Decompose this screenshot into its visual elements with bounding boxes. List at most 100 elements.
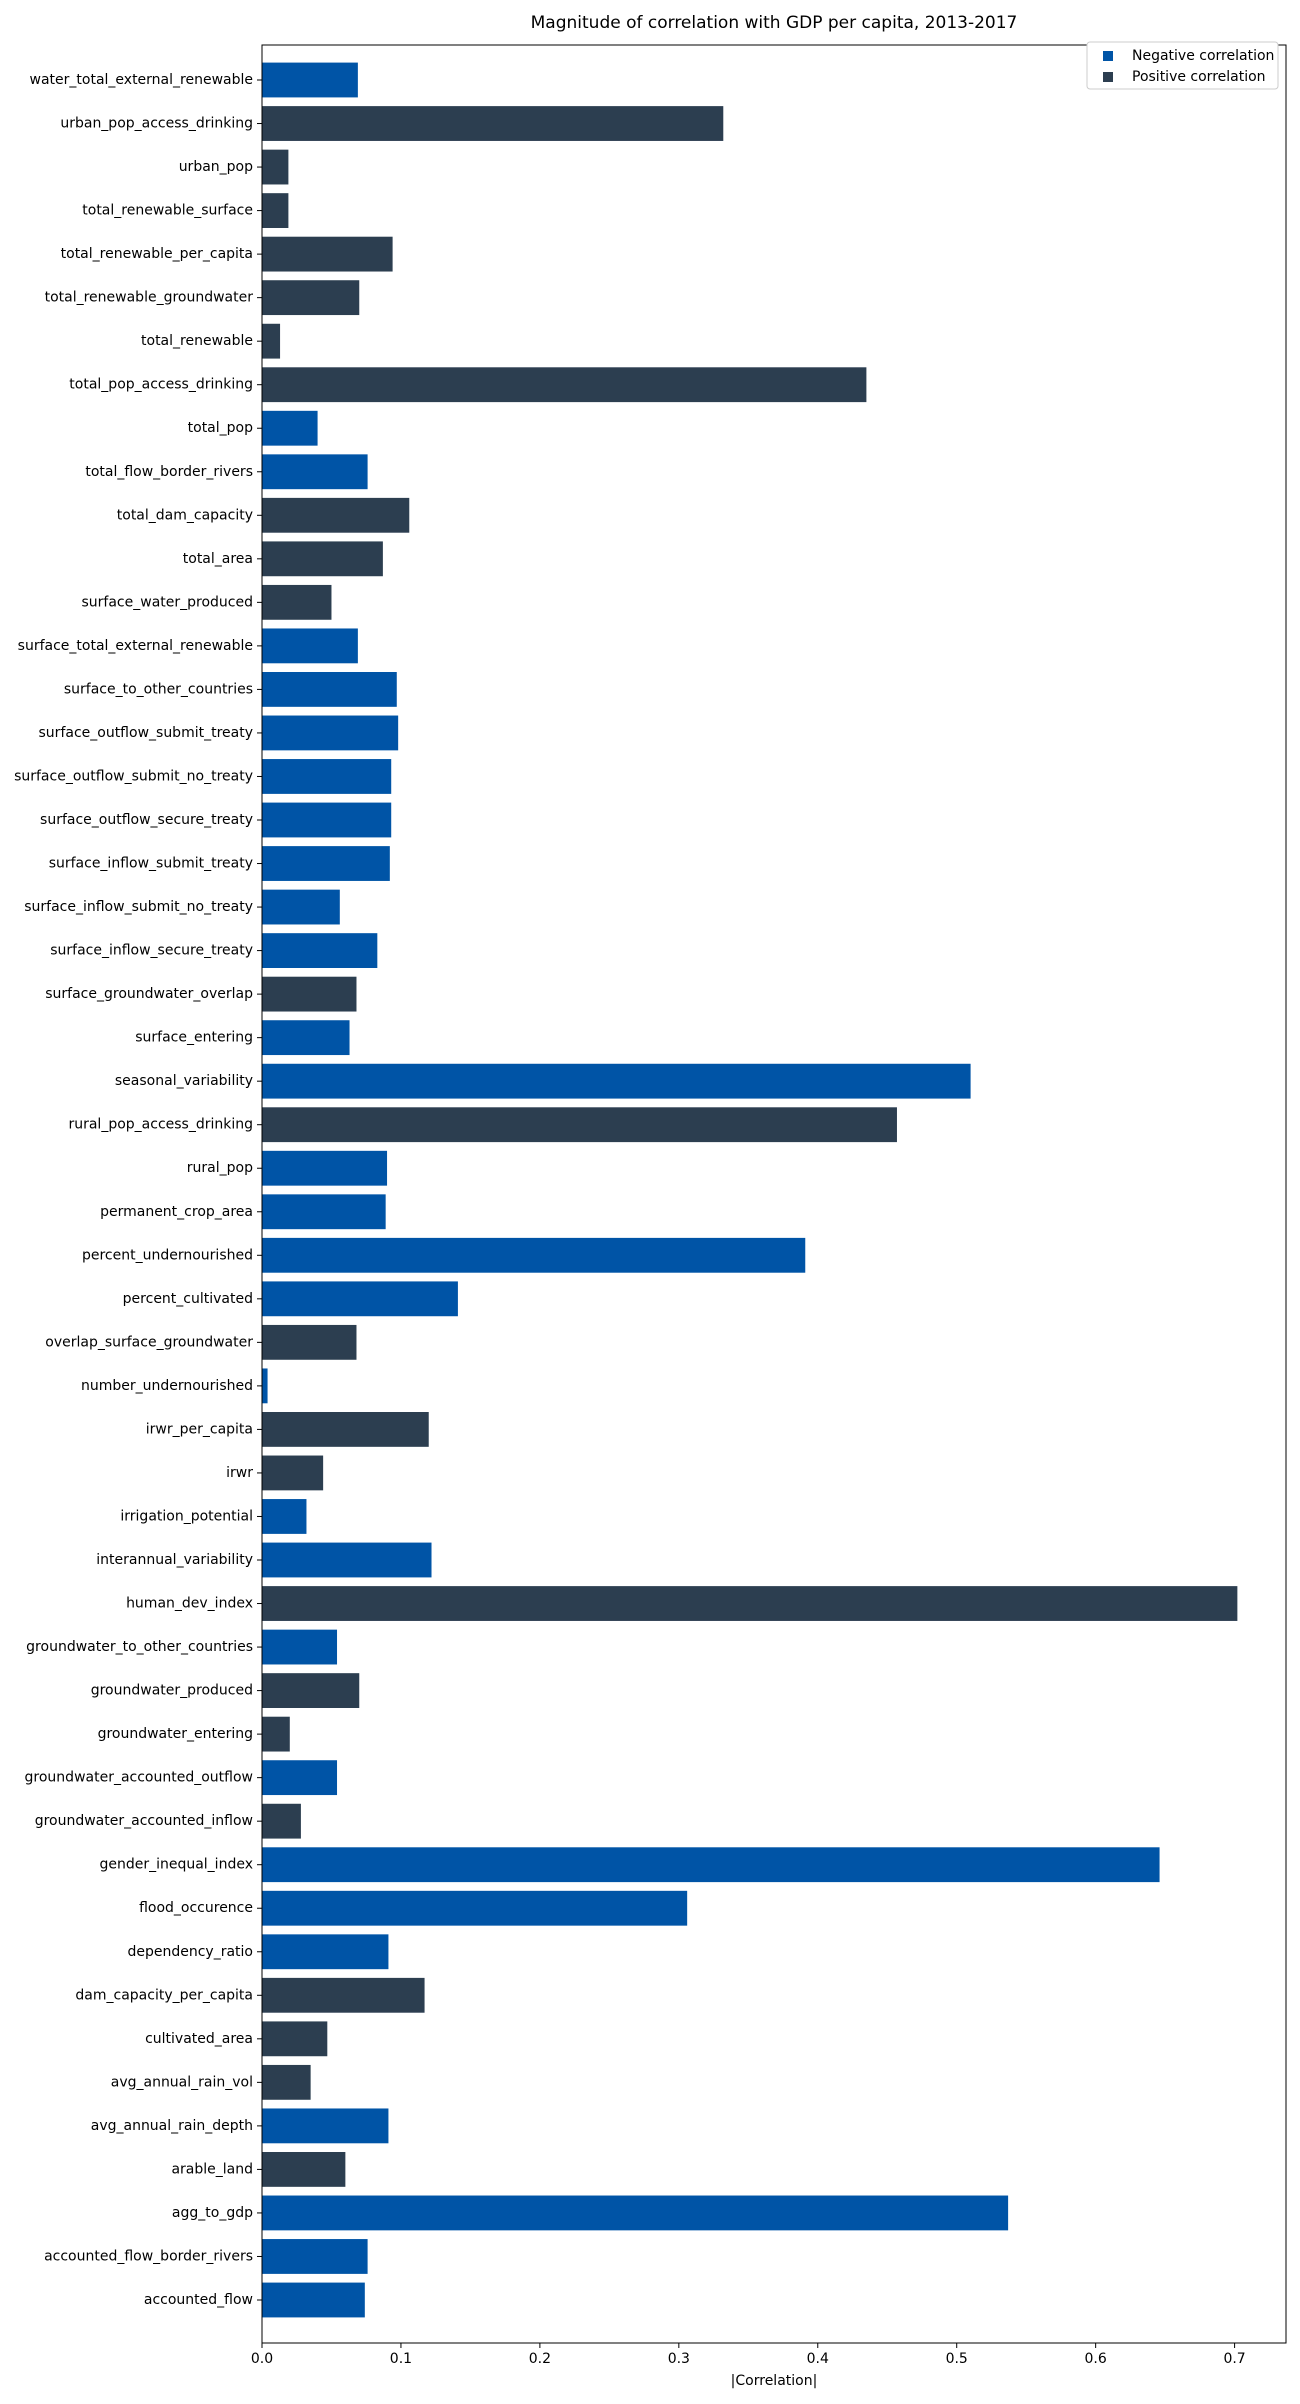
bar-flood_occurence [262,1890,688,1926]
y-tick-label: flood_occurence [139,1900,253,1916]
legend-label-positive: Positive correlation [1132,69,1266,85]
y-tick-label: number_undernourished [81,1378,253,1394]
bar-total_pop_access_drinking [262,367,867,403]
y-tick-label: groundwater_to_other_countries [26,1639,253,1655]
bar-surface_groundwater_overlap [262,976,357,1012]
bar-groundwater_accounted_outflow [262,1760,338,1796]
y-tick-label: total_renewable_surface [82,203,253,219]
x-tick-label: 0.2 [529,2351,551,2367]
bar-groundwater_accounted_inflow [262,1803,301,1839]
y-tick-label: total_flow_border_rivers [85,464,253,480]
y-tick-label: human_dev_index [126,1596,253,1612]
y-tick-label: cultivated_area [145,2031,253,2047]
bar-surface_entering [262,1020,350,1056]
y-tick-label: interannual_variability [96,1552,253,1568]
y-tick-label: accounted_flow_border_rivers [44,2248,253,2264]
bar-urban_pop [262,149,289,185]
y-tick-label: groundwater_accounted_inflow [35,1813,253,1829]
y-tick-label: surface_outflow_submit_no_treaty [14,768,253,784]
y-tick-label: total_renewable_per_capita [61,246,253,262]
legend: Negative correlation Positive correlation [1086,41,1279,90]
y-tick-label: percent_undernourished [82,1247,253,1263]
bar-agg_to_gdp [262,2195,1009,2231]
bar-urban_pop_access_drinking [262,106,724,141]
x-axis-ticks: 0.0 0.1 0.2 0.3 0.4 0.5 0.6 0.7 [251,2343,1246,2367]
x-tick-label: 0.1 [390,2351,412,2367]
bar-gender_inequal_index [262,1847,1160,1883]
bar-total_dam_capacity [262,497,410,533]
bar-groundwater_produced [262,1673,360,1708]
y-tick-label: rural_pop_access_drinking [68,1117,253,1133]
y-tick-label: dam_capacity_per_capita [75,1987,253,2003]
y-tick-label: total_area [183,551,253,567]
y-tick-label: total_pop_access_drinking [69,377,253,393]
bar-surface_total_external_renewable [262,628,358,664]
y-tick-label: dependency_ratio [127,1944,253,1960]
bar-surface_to_other_countries [262,672,397,707]
y-tick-label: permanent_crop_area [100,1204,253,1220]
y-tick-label: overlap_surface_groundwater [45,1334,253,1350]
legend-swatch-negative [1103,51,1113,61]
bars-layer [262,62,1238,2318]
y-tick-label: groundwater_produced [91,1683,253,1699]
bar-total_pop [262,410,318,446]
bar-total_flow_border_rivers [262,454,368,490]
chart-title: Magnitude of correlation with GDP per ca… [531,13,1018,33]
bar-surface_outflow_secure_treaty [262,802,392,838]
y-tick-label: avg_annual_rain_depth [91,2118,253,2134]
bar-surface_inflow_secure_treaty [262,933,378,968]
y-tick-label: groundwater_entering [98,1726,253,1742]
y-tick-label: percent_cultivated [123,1291,253,1307]
y-tick-label: irwr [226,1465,253,1481]
y-tick-label: avg_annual_rain_vol [111,2074,253,2090]
y-tick-label: surface_inflow_submit_treaty [49,856,253,872]
y-tick-label: surface_outflow_secure_treaty [40,812,253,828]
y-tick-label: total_renewable [141,333,253,349]
x-tick-label: 0.3 [668,2351,690,2367]
y-tick-label: agg_to_gdp [172,2205,253,2221]
bar-avg_annual_rain_depth [262,2108,389,2144]
y-tick-label: surface_total_external_renewable [18,638,253,654]
bar-percent_cultivated [262,1281,458,1317]
bar-surface_inflow_submit_treaty [262,846,390,881]
bar-total_renewable_groundwater [262,280,360,316]
bar-dam_capacity_per_capita [262,1977,425,2013]
bar-arable_land [262,2152,346,2187]
bar-surface_inflow_submit_no_treaty [262,889,340,925]
y-tick-label: total_pop [188,420,253,436]
bar-accounted_flow [262,2282,365,2318]
bar-interannual_variability [262,1542,432,1578]
bar-avg_annual_rain_vol [262,2064,311,2100]
legend-items: Negative correlation Positive correlation [1103,48,1274,85]
bar-overlap_surface_groundwater [262,1324,357,1360]
legend-swatch-positive [1103,72,1113,82]
y-tick-labels: water_total_external_renewable urban_pop_… [14,72,262,2308]
bar-permanent_crop_area [262,1194,386,1230]
x-axis-label: |Correlation| [731,2373,818,2389]
x-tick-label: 0.6 [1085,2351,1107,2367]
bar-surface_water_produced [262,584,332,620]
bar-irwr [262,1455,324,1491]
y-tick-label: irrigation_potential [120,1508,253,1524]
x-tick-label: 0.7 [1223,2351,1245,2367]
x-tick-label: 0.4 [807,2351,829,2367]
y-tick-label: surface_to_other_countries [64,681,253,697]
legend-label-negative: Negative correlation [1132,48,1274,64]
y-tick-label: accounted_flow [144,2292,253,2308]
bar-irwr_per_capita [262,1412,429,1447]
bar-accounted_flow_border_rivers [262,2239,368,2274]
y-tick-label: rural_pop [187,1160,253,1176]
bar-seasonal_variability [262,1063,971,1099]
y-tick-label: surface_entering [135,1030,253,1046]
bar-groundwater_to_other_countries [262,1629,338,1665]
bar-rural_pop [262,1150,388,1186]
bar-surface_outflow_submit_no_treaty [262,759,392,794]
y-tick-label: surface_groundwater_overlap [45,986,253,1002]
bar-cultivated_area [262,2021,328,2057]
bar-number_undernourished [262,1368,268,1404]
y-tick-label: water_total_external_renewable [30,72,253,88]
plot-frame [261,44,1287,2344]
y-tick-label: gender_inequal_index [99,1857,253,1873]
